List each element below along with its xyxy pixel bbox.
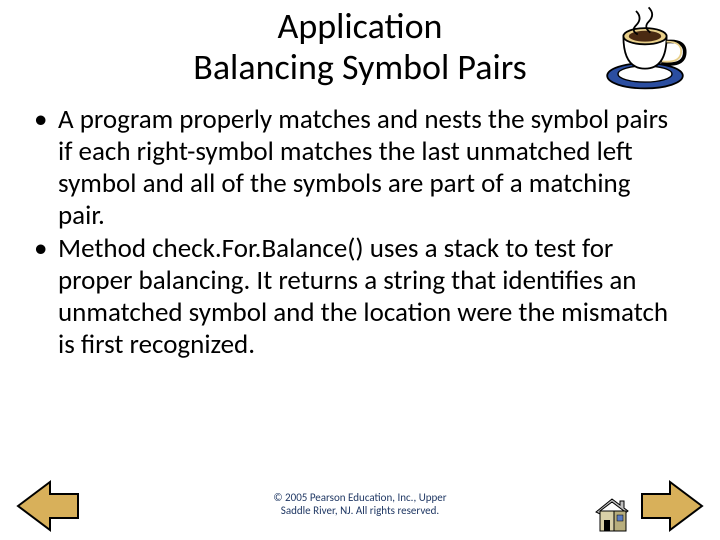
bullet-item: A program properly matches and nests the… [32, 104, 680, 231]
next-arrow-button[interactable] [640, 478, 704, 534]
bullet-item: Method check.For.Balance() uses a stack … [32, 233, 680, 360]
slide: Application Balancing Symbol Pairs A pro… [0, 0, 720, 540]
bullet-list: A program properly matches and nests the… [32, 104, 680, 363]
coffee-cup-icon [600, 2, 690, 92]
prev-arrow-button[interactable] [16, 478, 80, 534]
home-icon-button[interactable] [590, 496, 630, 534]
